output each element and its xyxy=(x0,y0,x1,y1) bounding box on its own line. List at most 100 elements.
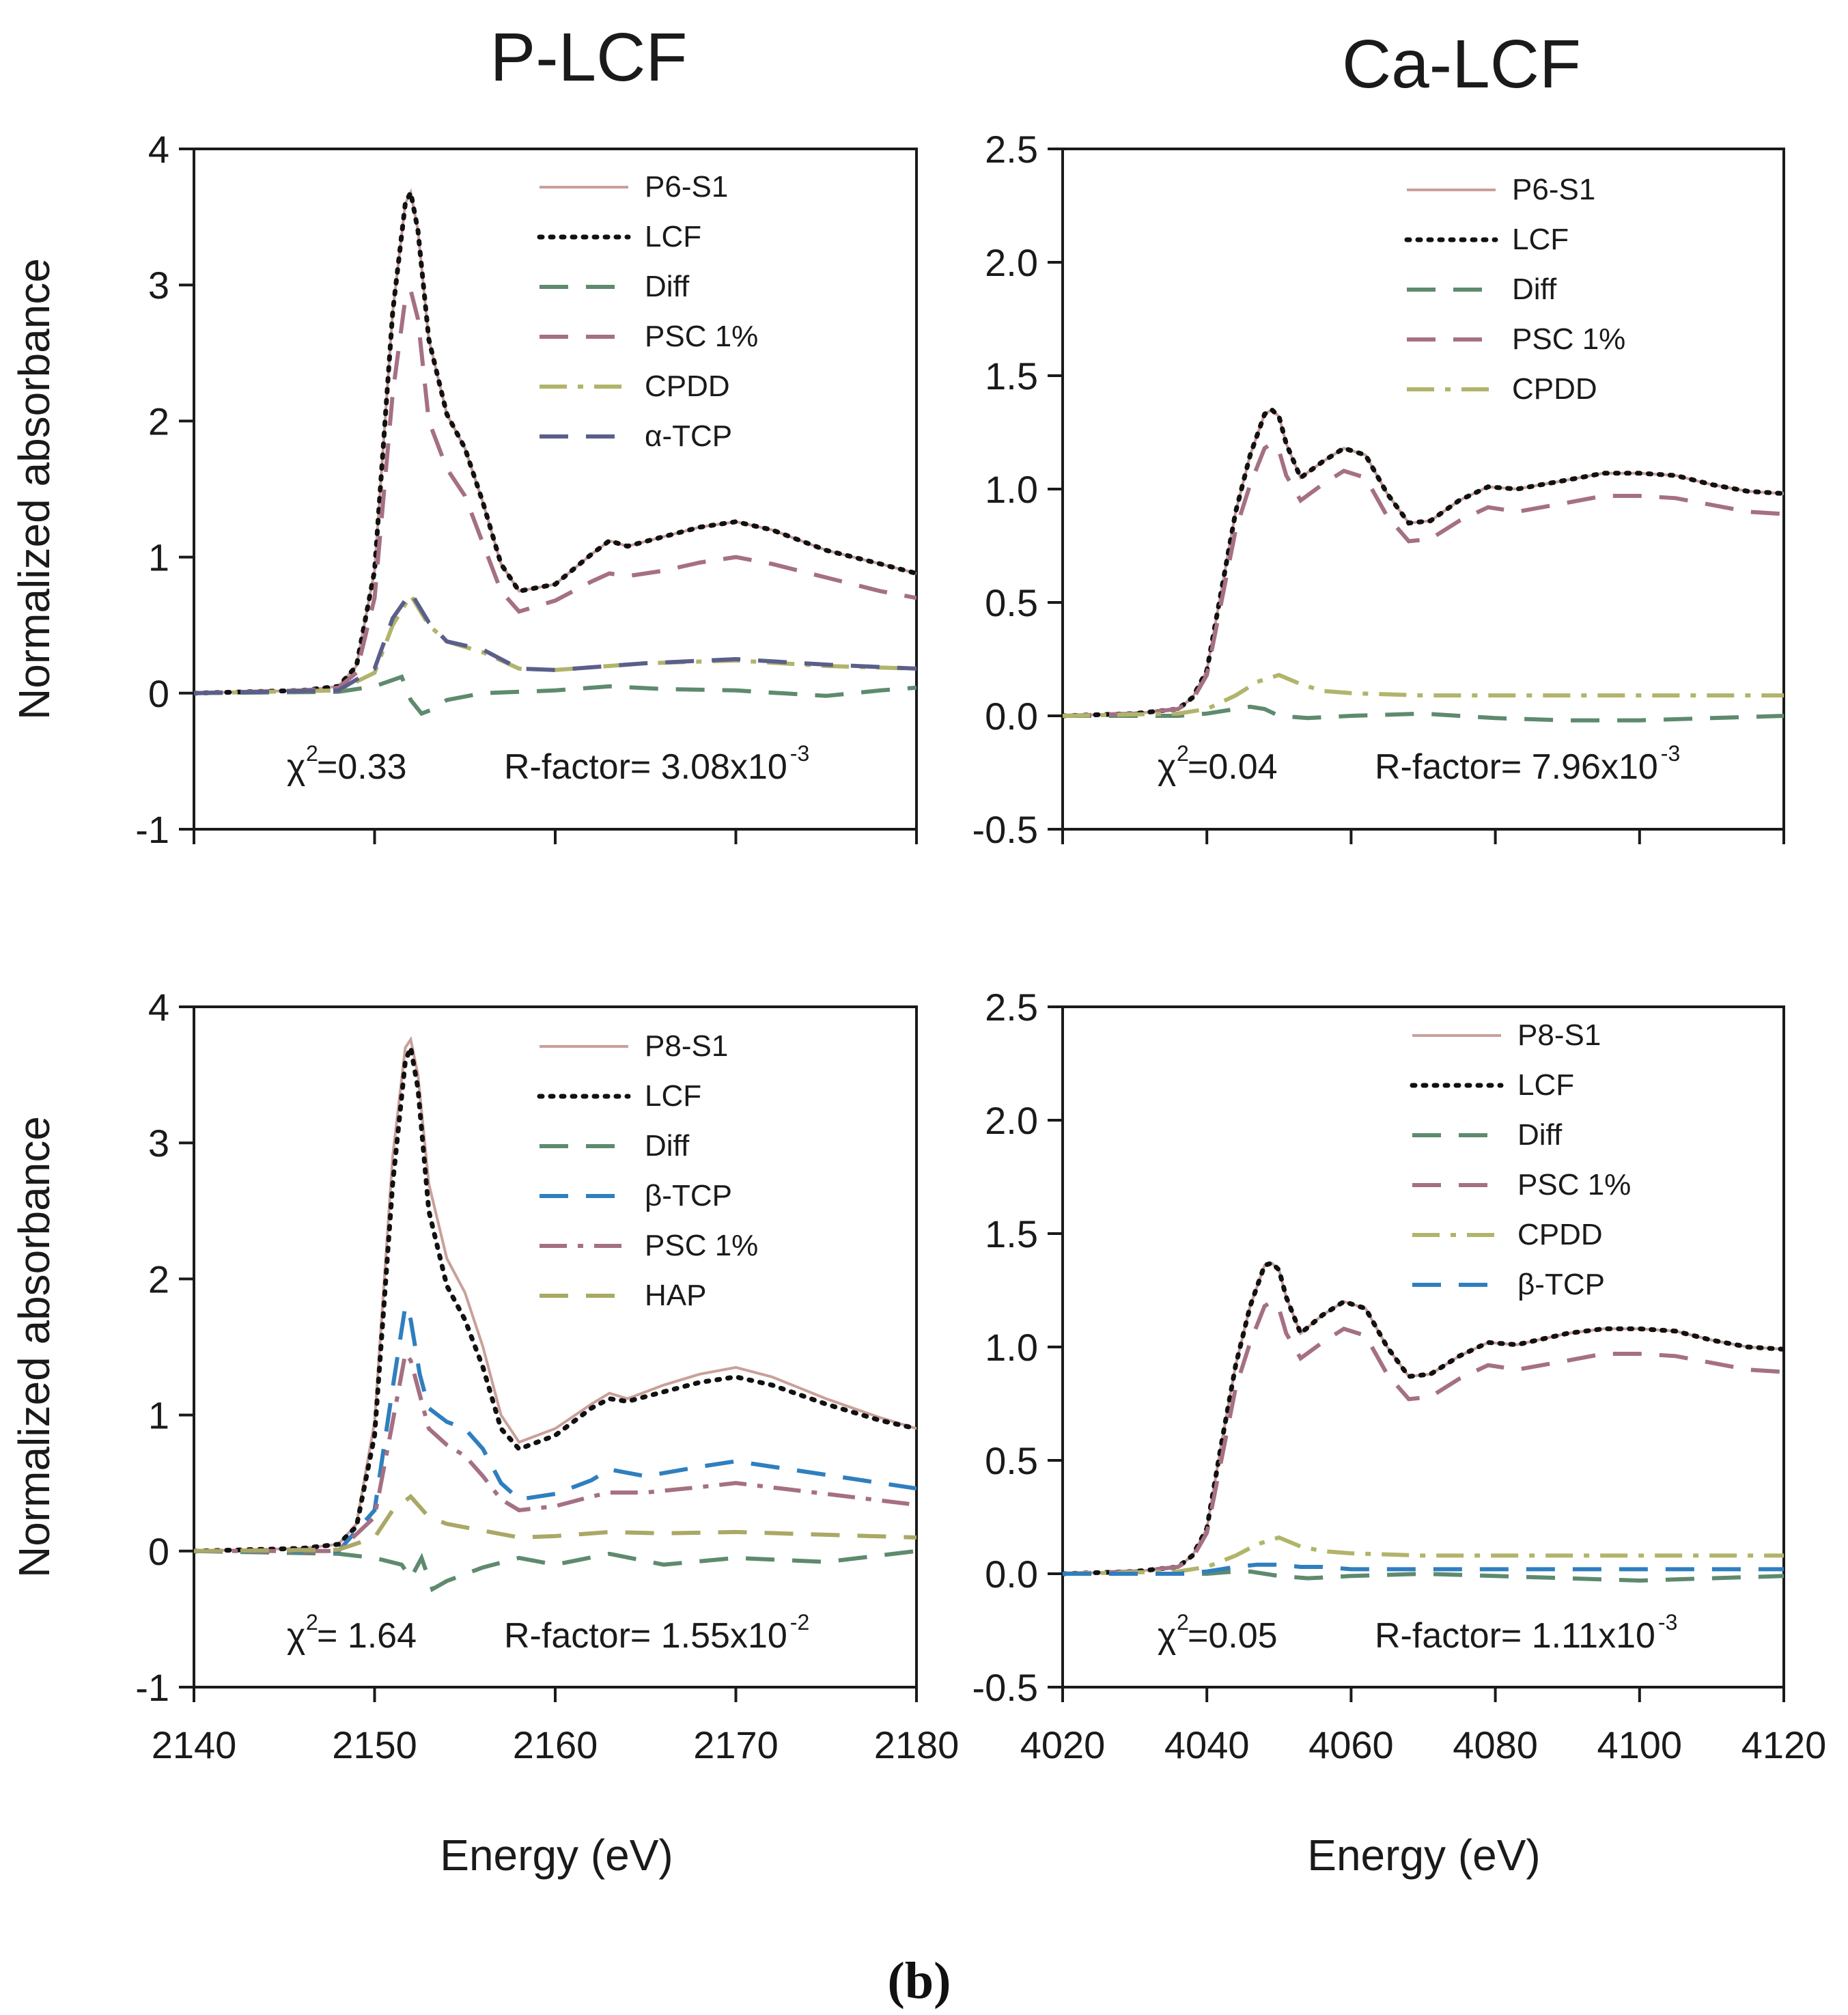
series-line-cpdd xyxy=(1063,673,1784,718)
x-tick-label: 4020 xyxy=(1020,1723,1106,1766)
series-line-diff xyxy=(1063,704,1784,723)
legend-label: LCF xyxy=(1512,223,1569,256)
plot-frame xyxy=(193,1005,918,1689)
plot-frame xyxy=(1061,1005,1785,1689)
r-factor-annotation: R-factor= 7.96x10 xyxy=(1375,747,1658,787)
legend-label: Diff xyxy=(645,270,690,303)
y-tick-label: 3 xyxy=(148,1122,169,1165)
series-line--tcp xyxy=(194,1298,916,1553)
legend-label: PSC 1% xyxy=(1517,1168,1631,1201)
legend-label: HAP xyxy=(645,1279,706,1312)
legend-label: PSC 1% xyxy=(645,320,758,353)
legend-label: α-TCP xyxy=(645,419,732,453)
series-line-psc-1- xyxy=(1063,441,1784,718)
legend-label: P8-S1 xyxy=(645,1029,728,1063)
y-tick-label: 0.0 xyxy=(985,1553,1038,1596)
chi-square-exponent: 2 xyxy=(306,1610,318,1635)
legend-label: β-TCP xyxy=(1517,1268,1605,1301)
legend-label: Diff xyxy=(645,1129,690,1163)
legend-label: P8-S1 xyxy=(1517,1018,1601,1052)
legend-label: CPDD xyxy=(1517,1218,1603,1251)
y-tick-label: 1.0 xyxy=(985,1326,1038,1369)
series-group xyxy=(1063,406,1784,723)
y-tick-label: 1 xyxy=(148,536,169,579)
x-tick-label: 2150 xyxy=(332,1723,417,1766)
legend-label: P6-S1 xyxy=(1512,173,1595,206)
r-factor-annotation: R-factor= 3.08x10 xyxy=(504,747,787,787)
legend-label: LCF xyxy=(645,1079,701,1113)
y-tick-label: 1.5 xyxy=(985,355,1038,398)
series-line-lcf xyxy=(1063,406,1784,719)
series-line-hap xyxy=(194,1494,916,1553)
r-factor-annotation: R-factor= 1.11x10 xyxy=(1375,1616,1655,1656)
legend-label: PSC 1% xyxy=(645,1229,758,1262)
r-factor-annotation: R-factor= 1.55x10 xyxy=(504,1616,787,1656)
x-tick-label: 2170 xyxy=(693,1723,779,1766)
legend-label: β-TCP xyxy=(645,1179,732,1212)
panels: -1 0 1 2 3 4 Normalized absorbance P6-S1 LCF Diff… xyxy=(10,128,1826,1766)
series-line-diff xyxy=(1063,1569,1784,1583)
column-title-ca-lcf: Ca-LCF xyxy=(1342,26,1581,102)
y-tick-label: 0 xyxy=(148,672,169,715)
legend-label: P6-S1 xyxy=(645,170,728,204)
series-line-diff xyxy=(194,674,916,717)
chi-square-annotation: χ xyxy=(1158,1616,1176,1656)
y-tick-label: 2 xyxy=(148,400,169,443)
series-line-p8-s1 xyxy=(1063,1261,1784,1575)
panel-1: -1 0 1 2 3 4 Normalized absorbance P6-S1 LCF Diff… xyxy=(10,128,918,851)
y-tick-label: -0.5 xyxy=(972,808,1039,851)
series-line-diff xyxy=(194,1548,916,1592)
chi-square-exponent: 2 xyxy=(1177,741,1189,766)
y-tick-label: 4 xyxy=(148,986,169,1029)
r-factor-exponent: -2 xyxy=(790,1610,809,1635)
series-line-cpdd xyxy=(194,591,916,695)
chi-square-value: = 1.64 xyxy=(317,1616,417,1656)
series-group xyxy=(194,184,916,717)
y-tick-label: 2.5 xyxy=(985,128,1038,171)
series-line--tcp xyxy=(1063,1562,1784,1576)
x-axis-title-right: Energy (eV) xyxy=(1307,1831,1540,1880)
x-axis-title-left: Energy (eV) xyxy=(440,1831,673,1880)
plot-frame xyxy=(193,148,918,831)
panel-2: -0.5 0.0 0.5 1.0 1.5 2.0 2.5 P6-S1 LCF Diff PSC 1%… xyxy=(972,128,1785,851)
figure-caption: (b) xyxy=(888,1952,951,2010)
series-line--tcp xyxy=(194,588,916,695)
y-tick-label: 2.5 xyxy=(985,986,1038,1029)
series-line-lcf xyxy=(194,184,916,696)
y-axis-title: Normalized absorbance xyxy=(10,1116,59,1578)
x-tick-label: 4120 xyxy=(1741,1723,1827,1766)
x-tick-label: 2160 xyxy=(513,1723,598,1766)
x-tick-label: 4100 xyxy=(1597,1723,1683,1766)
y-tick-label: -1 xyxy=(135,1666,169,1709)
series-line-psc-1- xyxy=(194,1348,916,1553)
chi-square-exponent: 2 xyxy=(1177,1610,1189,1635)
legend-label: PSC 1% xyxy=(1512,322,1625,356)
chi-square-annotation: χ xyxy=(287,747,305,787)
series-line-psc-1- xyxy=(1063,1298,1784,1576)
y-tick-label: 0.5 xyxy=(985,581,1038,624)
panel-4: -0.5 0.0 0.5 1.0 1.5 2.0 2.5 4020 4040 4060 4080 41… xyxy=(972,986,1827,1766)
y-tick-label: 1.0 xyxy=(985,468,1038,511)
y-tick-label: -1 xyxy=(135,808,169,851)
legend-label: Diff xyxy=(1517,1118,1563,1152)
y-tick-label: 2 xyxy=(148,1257,169,1301)
column-title-p-lcf: P-LCF xyxy=(490,19,688,96)
y-tick-label: 0.5 xyxy=(985,1439,1038,1482)
y-tick-label: -0.5 xyxy=(972,1666,1039,1709)
y-tick-label: 4 xyxy=(148,128,169,171)
series-line-lcf xyxy=(194,1039,916,1554)
chi-square-value: =0.33 xyxy=(317,747,407,787)
chi-square-value: =0.04 xyxy=(1188,747,1278,787)
y-tick-label: 2.0 xyxy=(985,1099,1038,1142)
legend-label: LCF xyxy=(645,220,701,253)
series-line-psc-1- xyxy=(194,285,916,695)
legend-label: Diff xyxy=(1512,273,1557,306)
legend-label: CPDD xyxy=(1512,372,1597,406)
series-line-cpdd xyxy=(1063,1535,1784,1576)
chi-square-annotation: χ xyxy=(1158,747,1176,787)
y-axis-title: Normalized absorbance xyxy=(10,258,59,720)
series-group xyxy=(194,1036,916,1592)
x-tick-label: 4060 xyxy=(1308,1723,1394,1766)
r-factor-exponent: -3 xyxy=(790,741,809,766)
